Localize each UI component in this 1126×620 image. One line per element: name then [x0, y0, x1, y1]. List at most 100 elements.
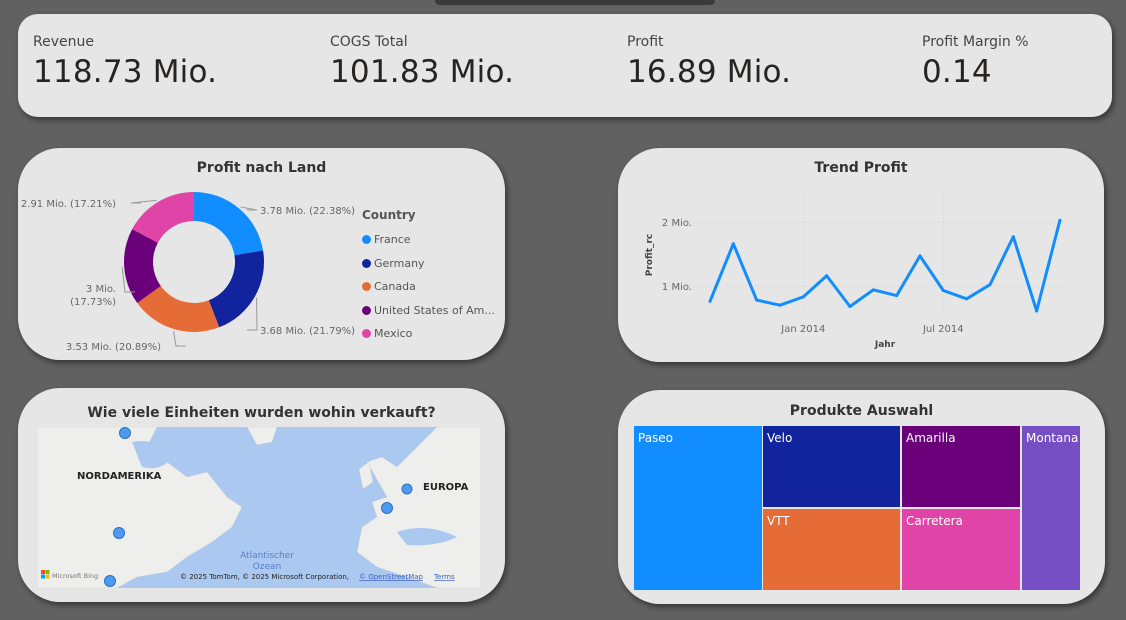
kpi-value: 118.73 Mio. — [33, 54, 218, 90]
legend-item[interactable]: United States of Am... — [362, 299, 495, 323]
donut-slice[interactable] — [132, 192, 194, 243]
data-point[interactable] — [895, 294, 899, 298]
top-tab — [435, 0, 715, 5]
legend-dot-icon — [362, 282, 371, 292]
data-label: 3 Mio. — [86, 284, 116, 295]
kpi-revenue[interactable]: Revenue 118.73 Mio. — [33, 34, 217, 90]
hudson-bay — [132, 441, 172, 469]
kpi-profit[interactable]: Profit 16.89 Mio. — [627, 34, 791, 90]
x-tick-label: Jan 2014 — [780, 324, 825, 335]
treemap-tile-carretera[interactable]: Carretera — [902, 509, 1020, 590]
legend-label: Mexico — [374, 327, 413, 341]
kpi-label: Profit Margin % — [922, 34, 1029, 50]
treemap-tile-montana[interactable]: Montana — [1022, 426, 1080, 590]
treemap-title: Produkte Auswahl — [789, 403, 934, 419]
legend-label: Canada — [374, 280, 416, 294]
x-tick-label: Jul 2014 — [922, 324, 964, 335]
legend-label: Germany — [374, 256, 425, 270]
donut-title: Profit nach Land — [196, 160, 327, 176]
map-copyright: © 2025 TomTom, © 2025 Microsoft Corporat… — [180, 573, 349, 581]
mediterranean — [397, 528, 457, 546]
map-marker[interactable] — [104, 575, 116, 587]
data-label: 3.53 Mio. (20.89%) — [66, 342, 161, 353]
legend-dot-icon — [362, 329, 371, 339]
legend-item[interactable]: Canada — [362, 275, 495, 299]
leader-line — [247, 297, 258, 331]
map-marker[interactable] — [113, 527, 125, 539]
map-marker[interactable] — [119, 427, 131, 439]
legend-item[interactable]: Germany — [362, 252, 495, 276]
kpi-value: 101.83 Mio. — [330, 54, 515, 90]
data-point[interactable] — [871, 288, 875, 292]
region-label: NORDAMERIKA — [77, 471, 162, 482]
treemap-tile-amarilla[interactable]: Amarilla — [902, 426, 1020, 507]
kpi-value: 0.14 — [922, 54, 992, 90]
terms-link[interactable]: Terms — [433, 573, 455, 581]
kpi-margin[interactable]: Profit Margin % 0.14 — [922, 34, 1029, 90]
region-label: EUROPA — [423, 482, 469, 493]
treemap-tile-velo[interactable]: Velo — [763, 426, 900, 507]
donut-slice[interactable] — [194, 192, 264, 256]
trend-card: Trend Profit — [618, 148, 1104, 362]
legend-dot-icon — [362, 258, 371, 268]
legend-label: United States of Am... — [374, 303, 495, 317]
greenland-land — [246, 427, 278, 446]
data-label: 3.68 Mio. (21.79%) — [260, 326, 355, 337]
data-point[interactable] — [1035, 309, 1039, 313]
y-axis-label: Profit_rc — [645, 234, 655, 276]
data-point[interactable] — [825, 274, 829, 278]
treemap-tile-vtt[interactable]: VTT — [763, 509, 900, 590]
microsoft-logo-icon — [41, 570, 50, 579]
leader-line — [130, 199, 157, 204]
kpi-cogs[interactable]: COGS Total 101.83 Mio. — [330, 34, 514, 90]
data-point[interactable] — [1011, 235, 1015, 239]
legend-item[interactable]: France — [362, 228, 495, 252]
donut-slice[interactable] — [124, 229, 161, 304]
y-tick-label: 2 Mio. — [662, 218, 692, 229]
data-point[interactable] — [708, 299, 712, 303]
data-point[interactable] — [988, 283, 992, 287]
profit-line[interactable] — [708, 219, 1062, 313]
legend-title: Country — [362, 208, 416, 222]
kpi-card: Revenue 118.73 Mio. COGS Total 101.83 Mio.… — [18, 14, 1112, 117]
leader-line — [240, 206, 258, 211]
data-point[interactable] — [778, 303, 782, 307]
osm-link[interactable]: © OpenStreetMap — [359, 573, 424, 581]
data-point[interactable] — [965, 297, 969, 301]
legend-label: France — [374, 233, 411, 247]
map-marker[interactable] — [401, 483, 413, 495]
data-point[interactable] — [941, 288, 945, 292]
data-point[interactable] — [755, 298, 759, 302]
x-axis-label: Jahr — [874, 340, 896, 350]
legend-item[interactable]: Mexico — [362, 322, 495, 346]
data-point[interactable] — [801, 295, 805, 299]
bing-brand: Microsoft Bing — [52, 572, 98, 580]
donut-legend: Country France Germany Canada United States… — [362, 208, 495, 346]
data-label: (17.73%) — [70, 297, 116, 308]
kpi-value: 16.89 Mio. — [627, 54, 792, 90]
map-title: Wie viele Einheiten wurden wohin verkauf… — [87, 405, 436, 421]
y-tick-label: 1 Mio. — [662, 282, 692, 293]
treemap-tile-paseo[interactable]: Paseo — [634, 426, 762, 590]
data-point[interactable] — [731, 242, 735, 246]
kpi-label: Profit — [627, 34, 664, 50]
trend-title: Trend Profit — [814, 160, 908, 176]
kpi-label: COGS Total — [330, 34, 408, 50]
data-point[interactable] — [1058, 218, 1062, 222]
kpi-label: Revenue — [33, 34, 94, 50]
data-label: 3.78 Mio. (22.38%) — [260, 206, 355, 217]
map-marker[interactable] — [381, 502, 393, 514]
leader-line — [173, 330, 186, 347]
donut-slice[interactable] — [137, 286, 220, 332]
donut-slice[interactable] — [208, 250, 264, 328]
ocean-label: Atlantischer — [240, 551, 294, 561]
data-label: 2.91 Mio. (17.21%) — [21, 199, 116, 210]
data-point[interactable] — [918, 254, 922, 258]
legend-dot-icon — [362, 305, 371, 315]
europe-land — [356, 427, 481, 588]
map[interactable]: NORDAMERIKA EUROPA Atlantischer Ozean Mi… — [37, 427, 481, 588]
legend-dot-icon — [362, 235, 371, 245]
data-point[interactable] — [848, 304, 852, 308]
